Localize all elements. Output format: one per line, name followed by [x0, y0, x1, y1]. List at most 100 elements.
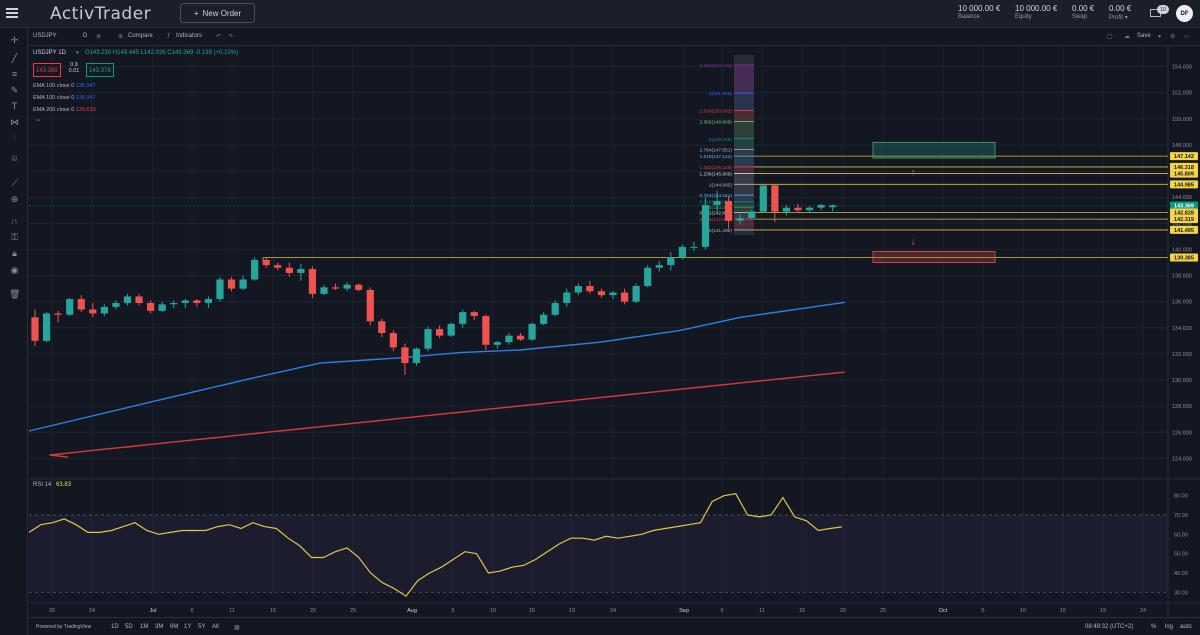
price-tag-bg	[1170, 225, 1198, 234]
range-1y[interactable]: 1Y	[184, 624, 192, 630]
snapshot-icon[interactable]: ▭	[1184, 34, 1190, 40]
time-axis-label: 20	[49, 608, 55, 614]
price-axis-label: 150.000	[1172, 117, 1192, 123]
avatar[interactable]: DF	[1176, 5, 1193, 22]
zoom-icon[interactable]: ⊕	[10, 194, 19, 204]
fib-level-label: 2(148.475)	[709, 137, 733, 143]
crosshair-icon[interactable]: ✛	[10, 35, 19, 45]
profit-label: Profit ▾	[1109, 15, 1128, 21]
trendline-icon[interactable]: ╱	[11, 53, 18, 63]
range-6m[interactable]: 6M	[170, 624, 179, 630]
collapse-legend-icon[interactable]: ⌃	[35, 118, 42, 127]
ema-3-value: 130.610	[75, 107, 96, 113]
auto-toggle[interactable]: auto	[1180, 624, 1192, 630]
text-icon[interactable]: T	[11, 101, 18, 111]
chart-toolbar: USDJPY D ⊕ ⊕ Compare ƒ Indicators ↶ ↷ ▢ …	[28, 28, 1200, 46]
fib-zone	[734, 121, 754, 139]
emoji-icon[interactable]: ☺	[9, 153, 20, 163]
fib-zone	[734, 219, 754, 230]
trash-icon[interactable]: 🗑︎	[9, 289, 21, 299]
range-all[interactable]: All	[212, 624, 219, 630]
app-logo: ActivTrader	[50, 4, 152, 24]
log-toggle[interactable]: log	[1165, 624, 1174, 630]
time-axis-label: Sep	[679, 608, 689, 614]
price-tag: 142.828	[1174, 211, 1194, 217]
horizontal-line-icon[interactable]: ≡	[11, 69, 18, 79]
candle-body	[493, 342, 501, 345]
candle-body	[31, 317, 39, 341]
brush-icon[interactable]: ✎	[10, 85, 19, 95]
compare-button[interactable]: Compare	[128, 33, 153, 39]
price-axis-label: 148.000	[1172, 143, 1192, 149]
save-dropdown-icon[interactable]: ▾	[1158, 34, 1162, 40]
profit-value: 0.00 €	[1109, 4, 1132, 13]
hamburger-menu-icon[interactable]	[6, 8, 18, 18]
candle-body	[609, 292, 617, 296]
plus-icon: +	[193, 8, 199, 18]
save-button[interactable]: Save	[1137, 33, 1151, 39]
price-tag: 144.985	[1174, 182, 1194, 188]
price-axis-label: 152.000	[1172, 91, 1192, 97]
candle-body	[805, 207, 814, 211]
candle-body	[459, 312, 467, 324]
powered-by-label[interactable]: Powered by TradingView	[36, 624, 92, 630]
settings-icon[interactable]: ⚙	[1170, 34, 1176, 40]
candle-body	[389, 333, 397, 348]
profit-stat[interactable]: 0.00 € Profit ▾	[1109, 4, 1131, 21]
calendar-icon[interactable]: ▦	[234, 625, 240, 631]
new-order-label: New Order	[202, 8, 242, 18]
fib-zone	[734, 93, 754, 111]
candle-body	[331, 287, 340, 289]
magnet-icon[interactable]: ∩	[11, 216, 18, 226]
price-axis-label: 124.000	[1172, 456, 1192, 462]
indicators-button[interactable]: Indicators	[176, 33, 203, 39]
horizontal-lines	[29, 155, 1168, 263]
fib-level-label: 2.618(150.632)	[699, 109, 732, 115]
range-1m[interactable]: 1M	[140, 624, 149, 630]
fullscreen-icon[interactable]: ▢	[1107, 34, 1113, 40]
sell-price-button[interactable]: 143.369	[33, 63, 61, 77]
time-axis-label: 5	[451, 608, 454, 614]
ruler-icon[interactable]: ⟋	[11, 178, 18, 188]
fib-icon[interactable]: ⫶	[13, 133, 16, 143]
symbol-selector[interactable]: USDJPY	[33, 33, 57, 39]
ema-legend-2[interactable]: EMA 100 close 0 135.947	[33, 95, 96, 101]
lock-icon[interactable]: 🔒︎	[12, 248, 17, 258]
rsi-value: 63.83	[56, 482, 72, 488]
candle-body	[447, 323, 455, 336]
redo-icon[interactable]: ↷	[228, 34, 234, 40]
add-symbol-icon[interactable]: ⊕	[96, 34, 102, 40]
new-order-button[interactable]: + New Order	[180, 3, 255, 23]
equity-label: Equity	[1015, 14, 1032, 20]
ema-100-line	[28, 301, 846, 432]
candle-body	[135, 296, 143, 303]
indicators-icon: ƒ	[167, 33, 171, 39]
ema-legend-1[interactable]: EMA 100 close 0 135.947	[33, 83, 96, 89]
candle-body	[262, 259, 270, 266]
candle-body	[123, 296, 132, 303]
range-1d[interactable]: 1D	[111, 624, 119, 630]
range-5d[interactable]: 5D	[125, 624, 133, 630]
undo-icon[interactable]: ↶	[216, 34, 222, 40]
lock-drawing-icon[interactable]: ⚿	[11, 232, 18, 242]
candle-body	[308, 269, 317, 294]
candle-body	[112, 302, 120, 307]
ema-legend-3[interactable]: EMA 200 close 0 130.610	[33, 107, 96, 113]
price-tag: 146.318	[1174, 165, 1194, 171]
price-axis-label: 142.000	[1172, 221, 1192, 227]
equity-value: 10 000.00 €	[1015, 4, 1058, 13]
candle-body	[66, 299, 74, 315]
time-axis-label: 6	[720, 608, 723, 614]
interval-selector[interactable]: D	[83, 33, 88, 39]
buy-price-button[interactable]: 143.378	[86, 63, 114, 77]
pattern-icon[interactable]: ⋈	[10, 117, 19, 127]
price-axis-label: 138.000	[1172, 274, 1192, 280]
eye-icon[interactable]: ◉	[10, 265, 19, 275]
clock[interactable]: 08:49:32 (UTC+2)	[1085, 624, 1134, 630]
range-5y[interactable]: 5Y	[198, 624, 206, 630]
messages-badge: 10	[1157, 5, 1169, 14]
percent-toggle[interactable]: %	[1151, 624, 1157, 630]
range-3m[interactable]: 3M	[155, 624, 164, 630]
candle-body	[227, 279, 236, 289]
